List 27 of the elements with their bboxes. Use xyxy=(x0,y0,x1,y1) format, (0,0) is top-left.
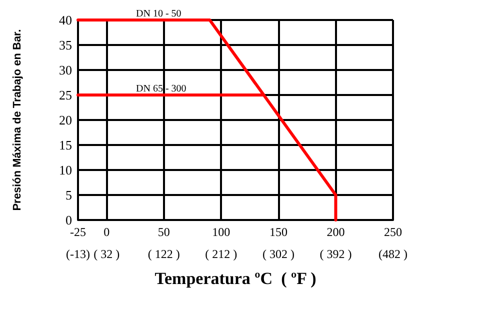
y-tick-label: 20 xyxy=(59,112,72,128)
x2-tick-label: (482 ) xyxy=(378,247,408,261)
x-tick-label: 50 xyxy=(158,225,170,239)
x-tick-label: -25 xyxy=(70,225,86,239)
y-tick-label: 15 xyxy=(59,138,72,152)
y-tick-label: 40 xyxy=(59,12,72,28)
x-tick-label: 250 xyxy=(384,225,402,239)
x2-tick-label: ( 212 ) xyxy=(205,247,238,261)
x2-tick-label: ( 32 ) xyxy=(94,247,120,261)
y-tick-label: 35 xyxy=(59,38,72,52)
y-tick-label: 5 xyxy=(66,188,72,202)
y-axis-title: Presión Máxima de Trabajo en Bar. xyxy=(12,29,24,211)
y-tick-label: 0 xyxy=(66,212,72,228)
x2-tick-label: ( 122 ) xyxy=(148,247,180,261)
x2-tick-label: (-13) xyxy=(66,247,90,261)
x-tick-label: 150 xyxy=(269,225,288,239)
x-axis-title: Temperatura ºC ( ºF ) xyxy=(154,269,316,288)
x-tick-label: 200 xyxy=(326,225,345,239)
x-tick-label: 100 xyxy=(212,225,230,239)
x2-tick-label: ( 302 ) xyxy=(262,247,294,261)
x2-tick-label: ( 392 ) xyxy=(320,247,352,261)
y-tick-label: 25 xyxy=(59,88,72,102)
series-label: DN 65 - 300 xyxy=(136,84,186,94)
y-tick-label: 30 xyxy=(59,62,72,78)
x-tick-label: 0 xyxy=(104,225,110,239)
series-label: DN 10 - 50 xyxy=(136,8,182,20)
y-tick-label: 10 xyxy=(59,162,72,178)
